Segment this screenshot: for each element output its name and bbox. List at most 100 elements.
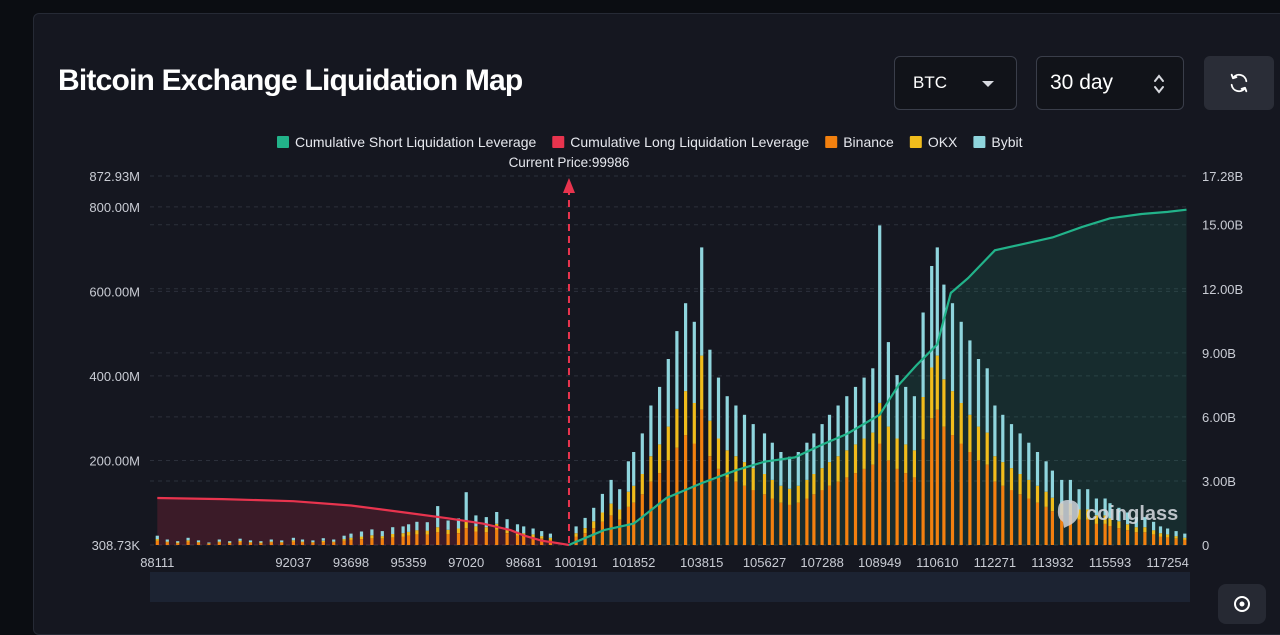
bar-bybit xyxy=(1086,489,1090,510)
current-price-arrow xyxy=(562,178,575,193)
bar-binance xyxy=(862,468,866,545)
bar-okx xyxy=(291,540,295,542)
bar-bybit xyxy=(912,396,916,451)
bar-binance xyxy=(649,481,653,545)
bar-binance xyxy=(415,534,419,545)
bar-okx xyxy=(788,488,792,505)
bar-bybit xyxy=(540,531,544,537)
y-right-tick-label: 0 xyxy=(1202,538,1209,553)
symbol-select[interactable]: BTC xyxy=(894,56,1017,110)
bar-binance xyxy=(515,535,520,545)
y-right-tick-label: 3.00B xyxy=(1202,474,1236,489)
x-tick-label: 108949 xyxy=(858,555,901,570)
bar-binance xyxy=(370,538,374,545)
bar-bybit xyxy=(548,533,552,538)
time-range-select[interactable]: 30 day xyxy=(1036,56,1184,110)
bar-binance xyxy=(779,502,783,545)
bar-okx xyxy=(1044,491,1048,507)
bar-bybit xyxy=(311,540,315,543)
bar-binance xyxy=(658,473,662,545)
bar-okx xyxy=(871,432,875,465)
bar-bybit xyxy=(1018,433,1022,474)
bar-okx xyxy=(446,529,450,534)
bar-binance xyxy=(1086,519,1090,545)
bar-bybit xyxy=(425,522,429,531)
bar-bybit xyxy=(751,424,755,469)
bar-binance xyxy=(484,532,488,545)
bar-bybit xyxy=(1009,424,1014,469)
bar-okx xyxy=(1035,485,1040,503)
bar-binance xyxy=(725,477,729,545)
bar-binance xyxy=(700,409,704,545)
bar-okx xyxy=(770,479,774,499)
bar-okx xyxy=(269,541,273,543)
bar-bybit xyxy=(217,539,221,542)
y-right-tick-label: 6.00B xyxy=(1202,410,1236,425)
bar-bybit xyxy=(649,405,653,457)
x-tick-label: 117254 xyxy=(1146,555,1188,570)
bar-okx xyxy=(658,444,662,474)
range-slider-track[interactable] xyxy=(150,572,1190,602)
bar-bybit xyxy=(1166,528,1170,535)
x-tick-label: 105627 xyxy=(743,555,786,570)
cumulative-short-line xyxy=(568,208,1187,547)
legend-label: Cumulative Long Liquidation Leverage xyxy=(570,134,809,150)
symbol-select-value: BTC xyxy=(913,73,947,92)
bar-bybit xyxy=(300,539,305,542)
bar-bybit xyxy=(640,433,644,474)
bar-okx xyxy=(391,534,395,538)
watermark: coinglass xyxy=(1057,500,1178,528)
bar-okx xyxy=(812,474,816,495)
bar-binance xyxy=(228,543,232,545)
bar-binance xyxy=(1077,519,1081,545)
bar-okx xyxy=(1166,534,1170,538)
bar-bybit xyxy=(725,396,729,451)
bar-okx xyxy=(359,536,364,539)
bar-okx xyxy=(370,535,374,539)
legend-label: Binance xyxy=(843,134,894,150)
bar-binance xyxy=(1027,498,1031,545)
bar-binance xyxy=(935,409,939,545)
bar-bybit xyxy=(600,493,604,513)
bar-okx xyxy=(742,462,747,486)
bar-bybit xyxy=(886,342,890,427)
bar-binance xyxy=(217,542,221,545)
bar-bybit xyxy=(1183,533,1187,538)
bar-binance xyxy=(259,543,263,545)
bar-bybit xyxy=(1103,498,1107,516)
bar-binance xyxy=(1001,485,1005,545)
bar-okx xyxy=(1108,518,1112,526)
grid-lines xyxy=(150,175,1190,546)
bar-binance xyxy=(968,452,972,545)
bar-okx xyxy=(1050,497,1054,512)
settings-button[interactable] xyxy=(1218,584,1266,624)
bar-okx xyxy=(1009,468,1014,491)
y-left-tick-label: 200.00M xyxy=(89,453,140,468)
bar-binance xyxy=(788,504,792,545)
x-tick-label: 112271 xyxy=(974,555,1016,570)
bar-okx xyxy=(649,456,653,482)
bar-bybit xyxy=(370,529,374,536)
legend-label: OKX xyxy=(928,134,958,150)
legend-swatch xyxy=(973,136,986,148)
bar-bybit xyxy=(812,433,816,474)
bar-okx xyxy=(820,468,824,491)
bar-bybit xyxy=(742,414,747,463)
axes: 872.93M 800.00M 600.00M 400.00M 200.00M 308.7… xyxy=(89,169,1243,570)
bar-okx xyxy=(640,474,644,495)
bar-binance xyxy=(1126,530,1130,545)
bar-okx xyxy=(1158,533,1163,537)
liquidation-chart: Current Price:99986 872.93M 800.00M 600.00… xyxy=(89,134,1243,602)
bar-okx xyxy=(1134,527,1138,533)
cumulative-long-line xyxy=(157,496,570,547)
bar-bybit xyxy=(684,303,688,392)
bar-binance xyxy=(675,447,679,545)
bar-binance xyxy=(248,542,253,545)
bar-okx xyxy=(700,355,704,410)
bar-okx xyxy=(827,462,832,486)
bar-bybit xyxy=(415,521,419,531)
x-tick-label: 113932 xyxy=(1031,555,1073,570)
bar-okx xyxy=(912,450,916,478)
bar-binance xyxy=(1068,515,1072,545)
refresh-button[interactable] xyxy=(1204,56,1274,110)
